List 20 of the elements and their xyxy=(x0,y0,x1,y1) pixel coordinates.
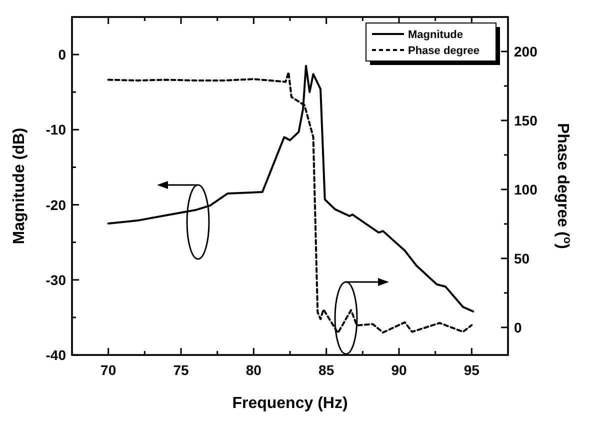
x-tick-label: 90 xyxy=(391,362,407,378)
x-tick-label: 75 xyxy=(173,362,189,378)
x-tick-label: 95 xyxy=(464,362,480,378)
y-tick-label: 0 xyxy=(58,46,66,63)
x-tick-label: 85 xyxy=(318,362,334,378)
x-tick-label: 70 xyxy=(100,362,116,378)
y2-tick-label: 100 xyxy=(514,181,538,198)
y-axis-title: Magnitude (dB) xyxy=(11,128,28,244)
x-axis-title: Frequency (Hz) xyxy=(232,395,348,412)
y-tick-label: -10 xyxy=(46,122,66,138)
y-tick-label: -40 xyxy=(46,347,66,363)
y-tick-label: -20 xyxy=(46,196,66,213)
y2-tick-label: 200 xyxy=(514,43,538,60)
y-tick-label: -30 xyxy=(46,272,66,288)
y2-tick-label: 0 xyxy=(514,319,522,336)
x-tick-label: 80 xyxy=(246,362,262,378)
y2-tick-label: 150 xyxy=(514,112,538,128)
y2-tick-label: 50 xyxy=(514,250,530,266)
legend-label: Magnitude xyxy=(408,29,463,41)
legend-label: Phase degree xyxy=(408,45,480,57)
